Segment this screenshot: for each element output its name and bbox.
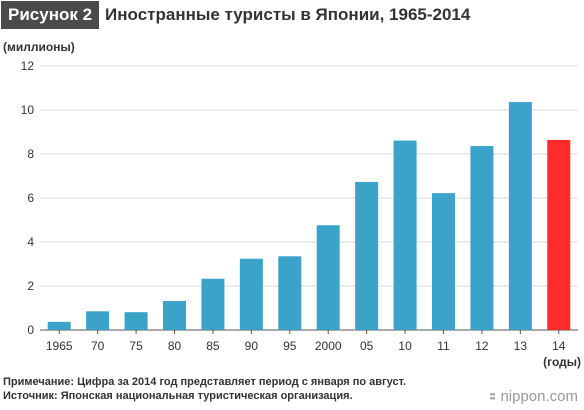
x-tick-label: 90: [245, 339, 259, 353]
logo-icon: ●● ●●: [489, 391, 495, 402]
x-tick-label: 80: [168, 339, 182, 353]
x-tick-label: 13: [514, 339, 528, 353]
note-line: Примечание: Цифра за 2014 год представля…: [3, 376, 407, 388]
x-tick-label: 75: [129, 339, 143, 353]
bar: [470, 146, 494, 330]
brand-text: nippon.com: [500, 388, 578, 405]
brand-logo: ●● ●● nippon.com: [489, 388, 578, 405]
y-tick-label: 8: [27, 147, 34, 161]
x-tick-label: 95: [283, 339, 297, 353]
x-tick-label: 12: [475, 339, 489, 353]
y-tick-label: 4: [27, 235, 34, 249]
bar: [124, 312, 148, 330]
bar: [47, 321, 71, 330]
chart-title: Иностранные туристы в Японии, 1965-2014: [105, 5, 471, 24]
bar: [508, 102, 532, 330]
x-tick-label: 2000: [315, 339, 342, 353]
bar: [278, 256, 302, 330]
x-tick-label: 10: [398, 339, 412, 353]
bar: [86, 311, 110, 330]
figure-label: Рисунок 2: [1, 1, 100, 29]
bar: [163, 300, 186, 330]
x-tick-label: 85: [206, 339, 220, 353]
bar: [547, 139, 571, 330]
y-axis-unit-label: (миллионы): [3, 40, 75, 54]
y-tick-label: 10: [21, 103, 35, 117]
bar-chart: 0 2 4 6 8 10 12 1965 70 75 80 85 90 95 2000 05 10 11 12 13 1…: [21, 59, 581, 369]
chart-header: Рисунок 2 Иностранные туристы в Японии, …: [0, 0, 470, 30]
x-tick-label: 11: [437, 339, 450, 353]
bar: [393, 140, 417, 330]
y-tick-label: 12: [21, 59, 35, 73]
y-tick-label: 0: [27, 323, 34, 337]
source-line: Источник: Японская национальная туристич…: [3, 390, 353, 402]
x-tick-label: 05: [360, 339, 374, 353]
x-tick-label: 70: [91, 339, 105, 353]
bar: [355, 181, 379, 330]
x-tick-label: 1965: [46, 339, 73, 353]
y-tick-label: 6: [27, 191, 34, 205]
bar: [239, 258, 263, 330]
bar: [316, 225, 340, 330]
chart-notes: Примечание: Цифра за 2014 год представля…: [3, 375, 406, 403]
x-axis-unit-label: (годы): [543, 355, 581, 369]
y-tick-label: 2: [27, 279, 34, 293]
bar: [201, 278, 225, 330]
x-tick-label: 14: [552, 339, 566, 353]
bar: [432, 193, 455, 330]
